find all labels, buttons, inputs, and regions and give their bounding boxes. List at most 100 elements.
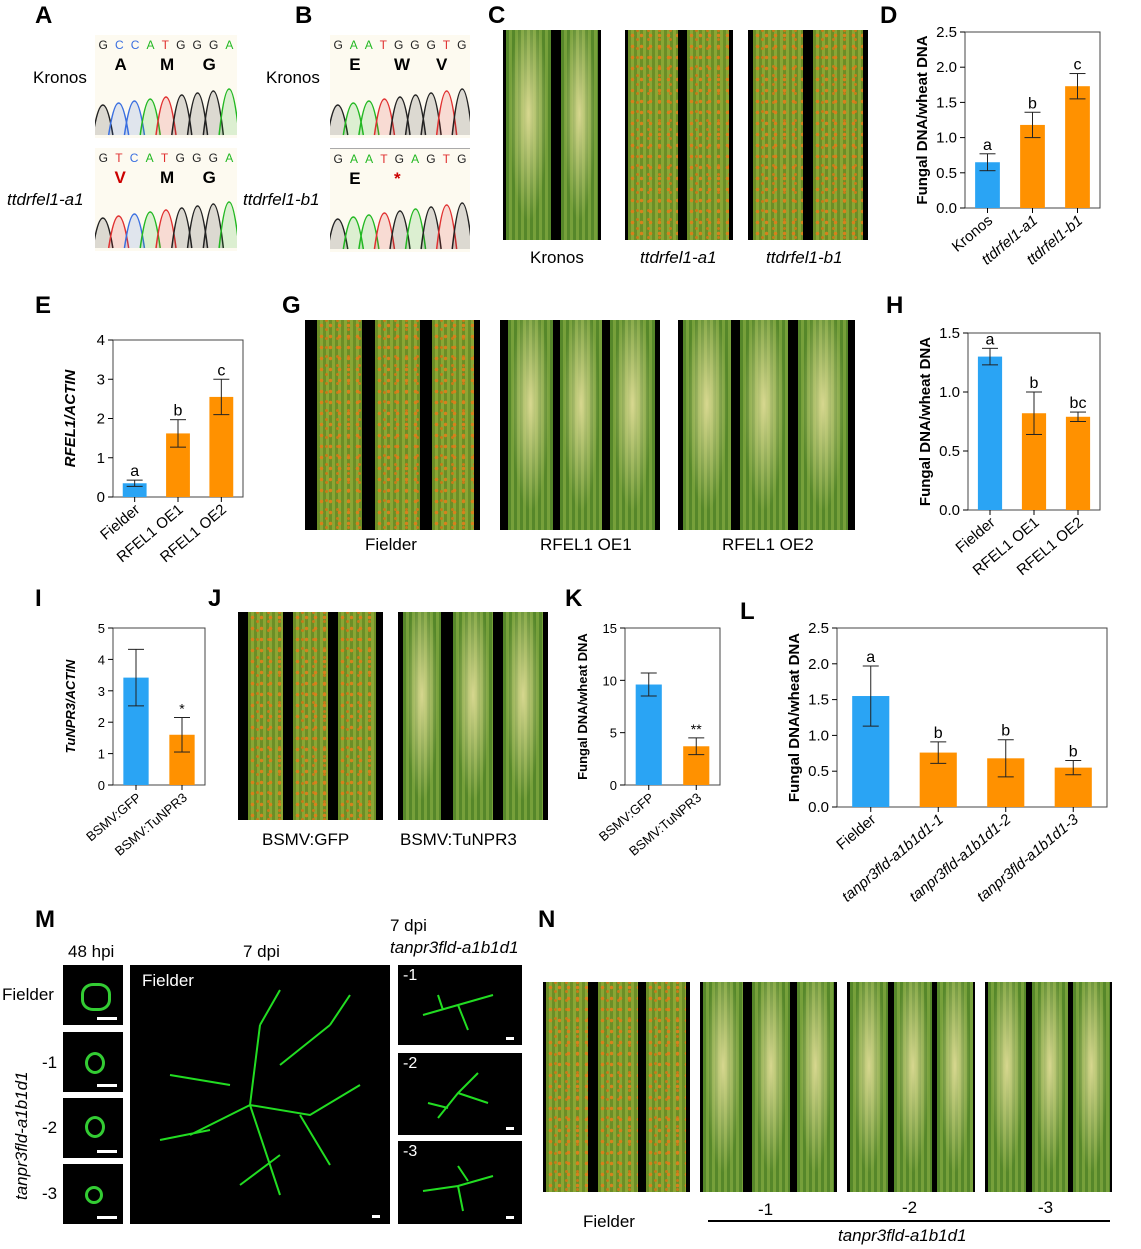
y-tick-label: 1.0 (939, 384, 960, 401)
label-inset-2: -2 (403, 1055, 418, 1072)
significance-letter: a (983, 137, 992, 154)
base-6: G (192, 38, 202, 52)
y-tick-label: 0.5 (939, 443, 960, 460)
amino-acid-2: V (436, 55, 448, 74)
bar-chart-l: 0.0 0.5 1.0 1.5 2.0 2.5 Fungal DNA/wheat DNA a F… (786, 620, 1108, 906)
base-1: A (349, 38, 358, 52)
panel-label-d: D (880, 2, 898, 29)
significance-letter: a (986, 331, 995, 348)
base-1: C (114, 38, 124, 52)
y-tick-label: 2.0 (936, 59, 957, 76)
base-5: G (175, 151, 185, 165)
micrograph-7dpi-fielder: Fielder (130, 965, 390, 1224)
micrograph-7dpi-2: -2 (398, 1053, 522, 1135)
plot-frame (624, 627, 721, 786)
base-2: A (364, 38, 373, 52)
panel-label-h: H (886, 292, 904, 319)
amino-acid-0: E (349, 55, 361, 74)
y-tick-label: 0.0 (939, 502, 960, 519)
y-tick-label: 0 (610, 778, 617, 793)
label-c-a1: ttdrfel1-a1 (640, 248, 717, 267)
leaf-image-n-2 (847, 982, 975, 1192)
base-2: C (130, 38, 140, 52)
panel-label-j: J (208, 585, 222, 612)
y-tick-label: 1.0 (936, 130, 957, 147)
fungal-colony-image (159, 989, 361, 1196)
panel-label-g: G (282, 292, 301, 319)
label-kronos-b: Kronos (266, 68, 320, 87)
bar-H-0 (977, 356, 1003, 510)
y-tick-label: 2.0 (808, 656, 829, 673)
leaf-image-n-fielder (543, 982, 690, 1192)
bar-E-2 (209, 396, 234, 497)
label-m-row3: -3 (42, 1184, 58, 1203)
label-m-group: tanpr3fld-a1b1d1 (12, 1071, 31, 1200)
base-5: A (411, 152, 420, 166)
y-tick-label: 3 (97, 371, 105, 388)
panel-label-i: I (35, 585, 42, 612)
leaf-image-rfel1-oe1 (500, 320, 660, 530)
base-4: T (160, 151, 169, 165)
amino-acid-0: E (349, 169, 361, 188)
y-tick-label: 1.0 (808, 727, 829, 744)
label-j-tunpr3: BSMV:TuNPR3 (400, 830, 517, 849)
base-8: G (457, 152, 467, 166)
base-6: G (426, 38, 436, 52)
label-n-fielder: Fielder (583, 1212, 635, 1231)
label-g-fielder: Fielder (365, 535, 417, 554)
label-n-group: tanpr3fld-a1b1d1 (838, 1226, 967, 1245)
panel-label-a: A (35, 2, 53, 29)
significance-letter: c (1074, 57, 1082, 74)
base-0: G (333, 38, 343, 52)
significance-letter: b (1001, 723, 1010, 740)
label-j-gfp: BSMV:GFP (262, 830, 350, 849)
micrograph-48hpi-1 (63, 1032, 123, 1092)
base-8: A (225, 151, 234, 165)
leaf-image-bsmv-gfp (238, 612, 383, 820)
significance-letter: bc (1070, 395, 1087, 412)
base-2: A (365, 152, 374, 166)
significance-letter: b (1069, 743, 1078, 760)
base-3: A (145, 151, 154, 165)
leaf-image-ttdrfel1-a1 (625, 30, 733, 240)
panel-label-k: K (565, 585, 583, 612)
base-4: T (161, 38, 169, 52)
label-g-oe1: RFEL1 OE1 (540, 535, 632, 554)
label-mutant-a: ttdrfel1-a1 (7, 190, 84, 209)
base-7: T (442, 152, 450, 166)
y-tick-label: 0 (97, 489, 105, 506)
amino-acid-1: W (394, 55, 411, 74)
leaf-image-kronos (503, 30, 601, 240)
significance-letter: b (1028, 95, 1037, 112)
amino-acid-0: V (114, 168, 126, 187)
amino-acid-1: * (394, 169, 401, 188)
base-1: A (349, 152, 358, 166)
y-tick-label: 0.5 (808, 763, 829, 780)
y-tick-label: 2.5 (808, 620, 829, 637)
y-axis-label: Fungal DNA/wheat DNA (914, 35, 931, 204)
label-c-b1: ttdrfel1-b1 (766, 248, 843, 267)
y-tick-label: 0 (98, 778, 105, 793)
y-tick-label: 4 (97, 332, 105, 349)
bar-D-1 (1020, 124, 1045, 208)
label-c-kronos: Kronos (530, 248, 584, 267)
micrograph-48hpi-3 (63, 1164, 123, 1224)
base-7: G (208, 38, 219, 52)
y-tick-label: 1.5 (808, 692, 829, 709)
bar-H-2 (1065, 416, 1091, 510)
peak (218, 88, 237, 136)
label-m-row1: -1 (42, 1053, 58, 1072)
amino-acid-1: M (160, 168, 175, 187)
amino-acid-2: G (202, 168, 216, 187)
y-axis-label: Fungal DNA/wheat DNA (575, 633, 590, 780)
base-7: G (208, 151, 218, 165)
label-m-fielder: Fielder (2, 985, 54, 1004)
label-mutant-b: ttdrfel1-b1 (243, 190, 320, 209)
base-3: A (146, 38, 155, 52)
leaf-image-n-3 (985, 982, 1112, 1192)
label-7dpi-mutant: 7 dpi (390, 916, 427, 935)
